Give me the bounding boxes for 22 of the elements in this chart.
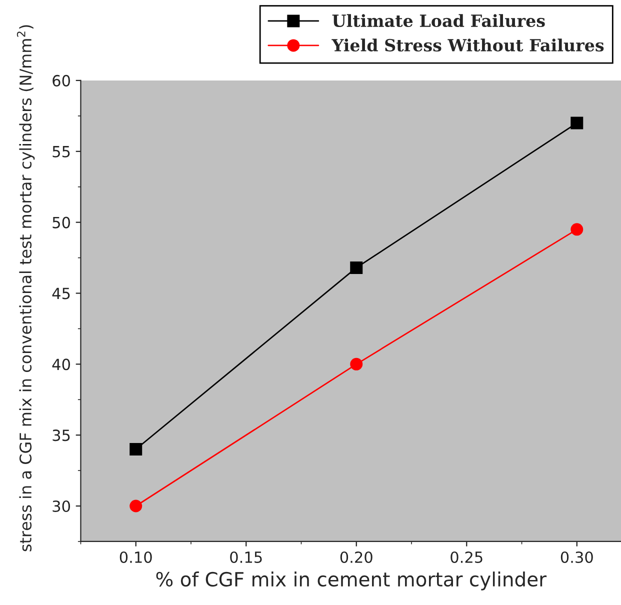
- y-tick-label: 35: [52, 430, 70, 442]
- x-tick-label: 0.10: [120, 551, 152, 564]
- point: [350, 261, 363, 274]
- x-tick-label: 0.20: [340, 551, 372, 564]
- y-tick-label: 55: [52, 146, 70, 158]
- y-tick-label: 30: [52, 500, 70, 512]
- y-tick-label: 50: [52, 216, 70, 228]
- point: [350, 358, 363, 370]
- y-axis-title: stress in a CGF mix in conventional test mortar cylinders (N/mm$^{2}$): [16, 25, 35, 552]
- point: [570, 116, 584, 130]
- point: [130, 443, 142, 456]
- y-tick-label: 60: [52, 74, 70, 86]
- x-tick-label: 0.15: [230, 551, 262, 564]
- x-axis-title: % of CGF mix in cement mortar cylinder: [156, 572, 547, 590]
- legend-label: Ultimate Load Failures: [332, 14, 545, 28]
- y-tick-label: 45: [52, 288, 70, 300]
- legend-label: Yield Stress Without Failures: [332, 38, 604, 52]
- y-tick-label: 40: [52, 358, 70, 370]
- x-tick-label: 0.30: [560, 551, 593, 564]
- x-tick-label: 0.25: [450, 551, 482, 564]
- point: [130, 500, 142, 512]
- point: [570, 223, 584, 236]
